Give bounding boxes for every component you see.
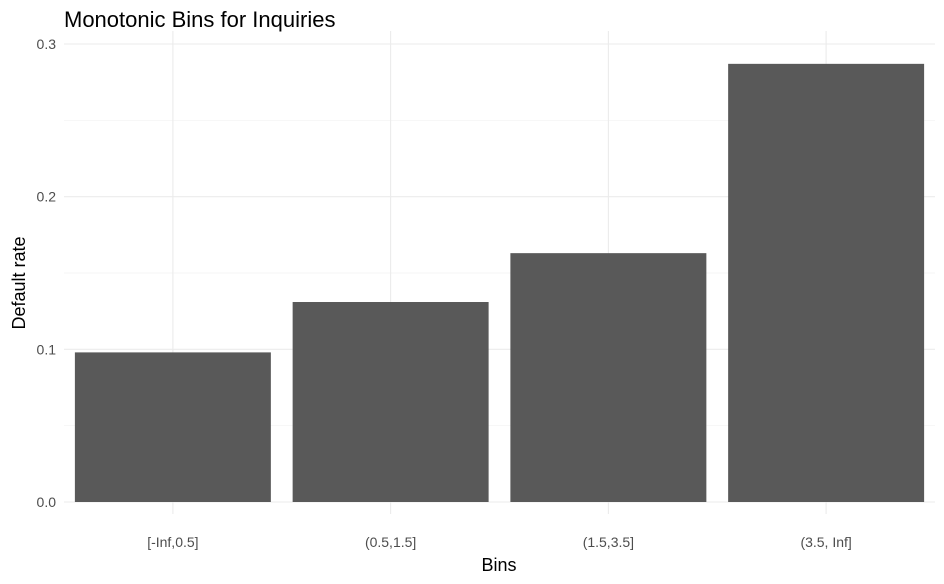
x-axis-ticks: [-Inf,0.5] (0.5,1.5] (1.5,3.5] (3.5, Inf]	[147, 534, 852, 550]
bar	[728, 63, 925, 502]
y-tick-label: 0.3	[37, 36, 57, 52]
bar	[74, 352, 271, 502]
chart-title: Monotonic Bins for Inquiries	[64, 7, 335, 32]
x-tick-label: (1.5,3.5]	[583, 534, 634, 550]
x-tick-label: [-Inf,0.5]	[147, 534, 198, 550]
bar	[292, 302, 489, 502]
y-tick-label: 0.2	[37, 189, 57, 205]
x-tick-label: (0.5,1.5]	[365, 534, 416, 550]
y-axis-title: Default rate	[9, 236, 29, 329]
x-tick-label: (3.5, Inf]	[800, 534, 851, 550]
y-tick-label: 0.1	[37, 341, 57, 357]
x-axis-title: Bins	[481, 555, 516, 575]
y-axis-ticks: 0.0 0.1 0.2 0.3	[37, 36, 57, 510]
y-tick-label: 0.0	[37, 494, 57, 510]
bars	[74, 63, 925, 502]
bar	[510, 253, 707, 502]
